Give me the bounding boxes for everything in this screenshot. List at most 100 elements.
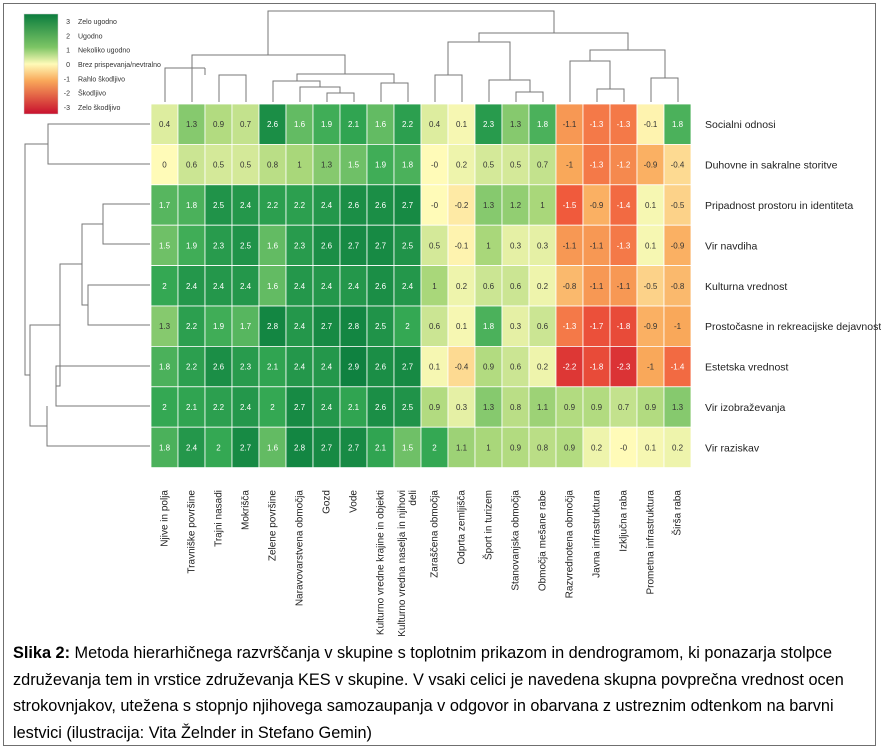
cell-value-label: 2.9 (348, 363, 360, 372)
heatmap-cell (285, 184, 314, 226)
heatmap-cell (366, 386, 395, 428)
cell-value-label: 2.2 (186, 363, 198, 372)
cell-value-label: 0.2 (672, 443, 684, 452)
cell-value-label: 0.7 (537, 161, 549, 170)
heatmap-cell (339, 224, 368, 266)
row-label: Socialni odnosi (705, 119, 776, 131)
cell-value-label: 2.4 (240, 403, 252, 412)
heatmap-cell (231, 305, 260, 347)
legend-tick-value: -2 (64, 91, 70, 98)
heatmap-cell (150, 345, 179, 388)
cell-value-label: -0.8 (563, 282, 577, 291)
cell-value-label: 2 (216, 443, 221, 452)
cell-value-label: 2.3 (213, 241, 225, 250)
heatmap-cell (285, 224, 314, 266)
heatmap-cell (636, 305, 665, 347)
row-label: Estetska vrednost (705, 362, 789, 374)
heatmap-cell (609, 184, 638, 226)
column-label: Mokrišča (241, 490, 252, 530)
heatmap-cells: 0.4 1.3 0.9 0.7 2.6 1.6 1.9 2.1 1.6 2.2 0.4 0.1 2.3 1… (150, 103, 692, 469)
heatmap-cell (339, 143, 368, 186)
cell-value-label: 2 (162, 282, 167, 291)
cell-value-label: -0.5 (644, 282, 658, 291)
cell-value-label: 0.1 (456, 322, 468, 331)
cell-value-label: 1.5 (348, 161, 360, 170)
legend-tick-value: -3 (64, 105, 70, 112)
caption-text: Metoda hierarhičnega razvrščanja v skupi… (13, 644, 844, 742)
cell-value-label: 2.2 (294, 201, 306, 210)
cell-value-label: 2.4 (186, 443, 198, 452)
cell-value-label: -0.1 (455, 241, 469, 250)
cell-value-label: 2.2 (213, 403, 225, 412)
heatmap-cell (312, 143, 341, 186)
heatmap-cell (312, 224, 341, 266)
heatmap-cell (366, 103, 395, 145)
heatmap-cell (204, 265, 233, 307)
cell-value-label: 2.4 (348, 282, 360, 291)
heatmap-cell (582, 224, 611, 266)
cell-value-label: -1.1 (590, 241, 604, 250)
heatmap-cell (555, 265, 584, 307)
cell-value-label: 2 (162, 403, 167, 412)
legend-color-bar (23, 13, 59, 115)
cell-value-label: 2.5 (375, 322, 387, 331)
heatmap-cell (528, 265, 557, 307)
legend-tick-value: 2 (66, 33, 70, 40)
cell-value-label: 2.6 (375, 403, 387, 412)
heatmap-cell (258, 103, 287, 145)
heatmap-cell (150, 184, 179, 226)
heatmap-cell (285, 265, 314, 307)
cell-value-label: 1.3 (186, 120, 198, 129)
heatmap-cell (582, 305, 611, 347)
cell-value-label: -1.8 (617, 322, 631, 331)
heatmap-cell (582, 426, 611, 469)
heatmap-cell (501, 224, 530, 266)
cell-value-label: 0.6 (510, 363, 522, 372)
cell-value-label: 0.3 (456, 403, 468, 412)
color-legend: 3 Zelo ugodno 2 Ugodno 1 Nekoliko ugodno 0 Brez… (23, 13, 161, 115)
cell-value-label: 0.9 (564, 443, 576, 452)
cell-value-label: 1.8 (537, 120, 549, 129)
cell-value-label: 1.7 (240, 322, 252, 331)
column-labels: Njive in polja Travniške površine Trajni n… (160, 490, 684, 637)
cell-value-label: 0.3 (510, 322, 522, 331)
column-label: Stanovanjska območja (511, 490, 522, 591)
cell-value-label: 2.6 (267, 120, 279, 129)
heatmap-cell (528, 386, 557, 428)
cell-value-label: 1.7 (159, 201, 171, 210)
heatmap-cell (663, 103, 692, 145)
heatmap-cell (420, 305, 449, 347)
cell-value-label: -0.9 (644, 322, 658, 331)
cell-value-label: 0.2 (591, 443, 603, 452)
cell-value-label: 1.9 (375, 161, 387, 170)
column-label: Območja mešane rabe (538, 490, 549, 592)
heatmap-cell (312, 184, 341, 226)
cell-value-label: 0.3 (510, 241, 522, 250)
column-label: Šport in turizem (482, 490, 495, 560)
cell-value-label: 2.4 (294, 363, 306, 372)
heatmap-cell (636, 386, 665, 428)
cell-value-label: 0.8 (267, 161, 279, 170)
heatmap-cell (528, 184, 557, 226)
row-label: Vir navdiha (705, 240, 758, 252)
cell-value-label: 0.2 (456, 282, 468, 291)
row-dendrogram (24, 123, 150, 447)
cell-value-label: -1.3 (617, 241, 631, 250)
cell-value-label: 0.6 (537, 322, 549, 331)
heatmap-cell (636, 103, 665, 145)
cell-value-label: -0 (620, 443, 628, 452)
column-label: Odprta zemljišča (457, 490, 468, 565)
legend-tick-label: Nekoliko ugodno (78, 48, 130, 55)
heatmap-cell (663, 305, 692, 347)
cell-value-label: -0.5 (671, 201, 685, 210)
cell-value-label: 1.5 (159, 241, 171, 250)
cell-value-label: 2.6 (375, 282, 387, 291)
cell-value-label: 2.1 (348, 403, 360, 412)
heatmap-cell (177, 265, 206, 307)
cell-value-label: 0.9 (483, 363, 495, 372)
cell-value-label: 2.1 (375, 443, 387, 452)
cell-value-label: 1.3 (159, 322, 171, 331)
heatmap-chart: 0.4 1.3 0.9 0.7 2.6 1.6 1.9 2.1 1.6 2.2 0.4 0.1 2.3 1… (23, 10, 881, 637)
column-label: Kulturno vredne krajine in objekti (376, 490, 387, 635)
cell-value-label: 1.6 (267, 241, 279, 250)
